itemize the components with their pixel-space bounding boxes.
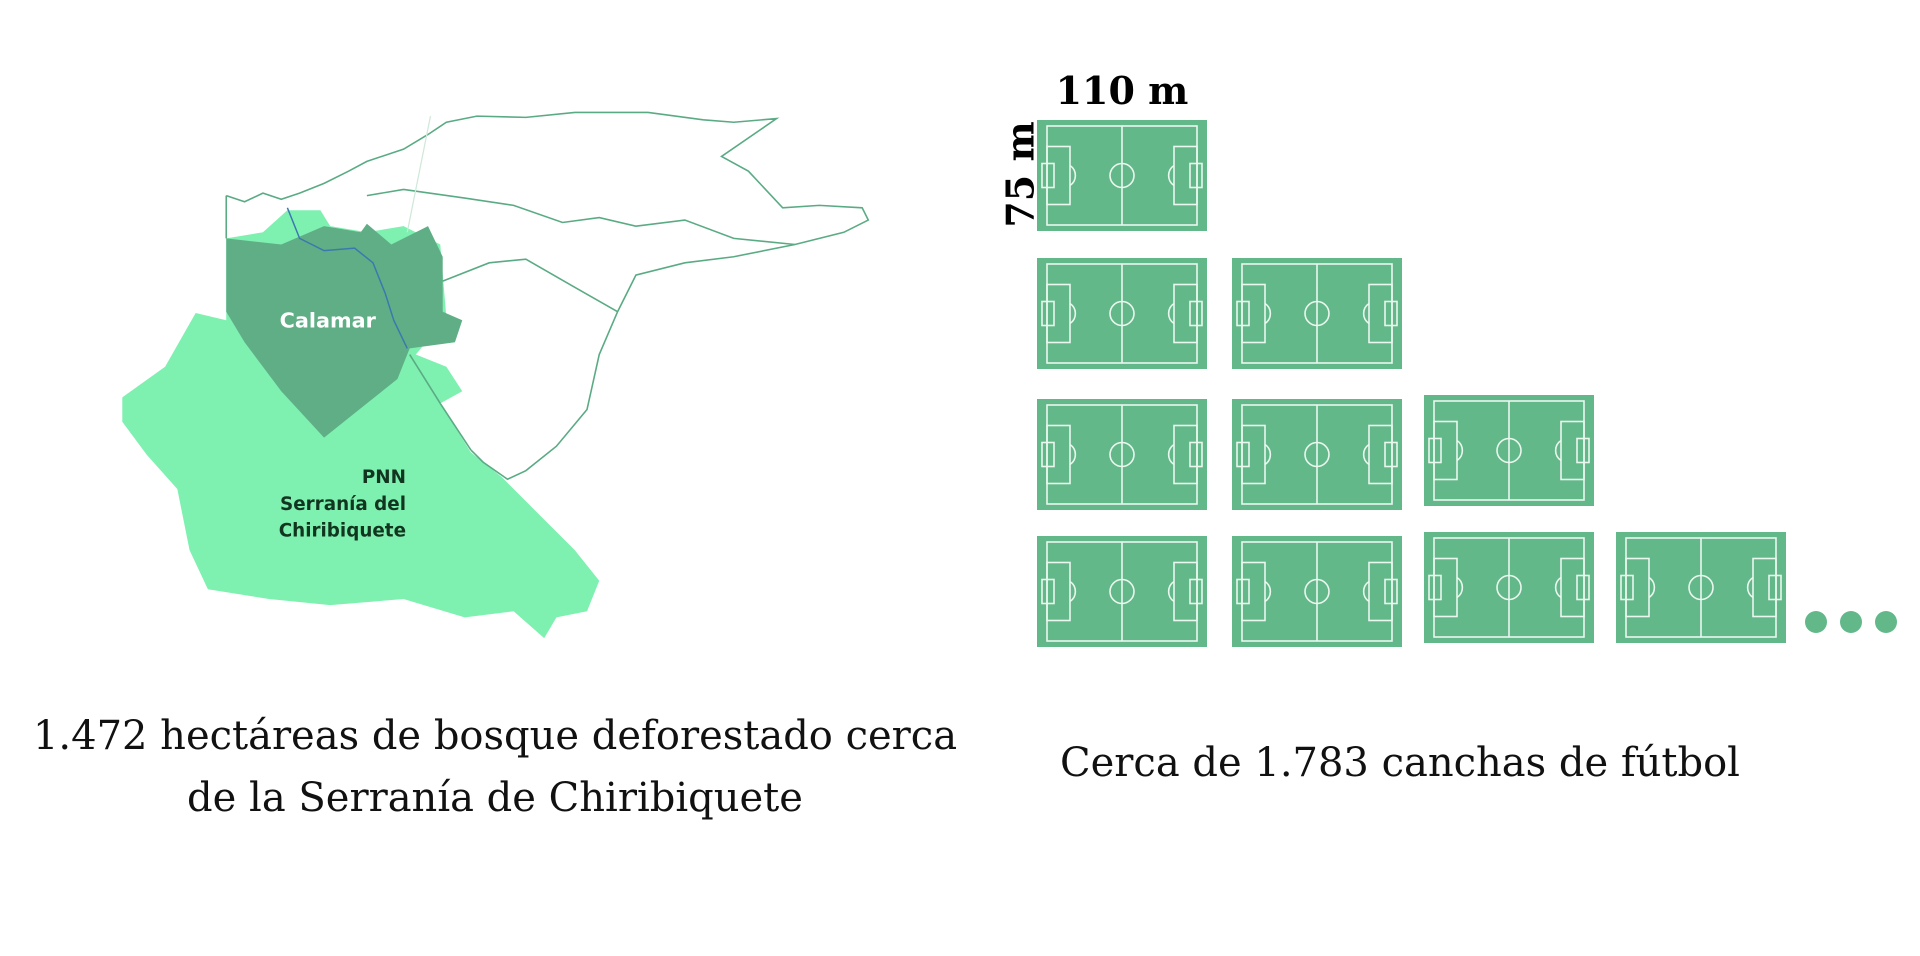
football-field: [1232, 399, 1402, 510]
field-width-label: 110 m: [1055, 68, 1189, 113]
ellipsis-dot: [1840, 611, 1862, 633]
caption-line-2: de la Serranía de Chiribiquete: [187, 775, 803, 821]
football-field: [1424, 395, 1594, 506]
football-field: [1424, 532, 1594, 643]
park-label-line-2: Serranía del: [280, 494, 406, 515]
football-field: [1037, 258, 1207, 369]
calamar-label: Calamar: [280, 309, 377, 333]
ellipsis-dot: [1875, 611, 1897, 633]
football-field: [1037, 399, 1207, 510]
caption-line-1: 1.472 hectáreas de bosque deforestado ce…: [32, 713, 958, 759]
football-field: [1037, 536, 1207, 647]
football-field: [1616, 532, 1786, 643]
river: [286, 207, 408, 349]
boundary-line: [406, 116, 432, 233]
field-height-label: 75 m: [997, 121, 1043, 228]
fields-caption: Cerca de 1.783 canchas de fútbol: [1060, 740, 1740, 786]
region-borders: [225, 111, 870, 481]
calamar-area: [226, 223, 463, 438]
park-label-line-1: PNN: [362, 467, 406, 488]
deforestation-caption: 1.472 hectáreas de bosque deforestado ce…: [0, 705, 990, 829]
football-field: [1037, 120, 1207, 231]
football-field: [1232, 536, 1402, 647]
football-field: [1232, 258, 1402, 369]
park-label-line-3: Chiribiquete: [279, 521, 406, 542]
ellipsis-dot: [1805, 611, 1827, 633]
